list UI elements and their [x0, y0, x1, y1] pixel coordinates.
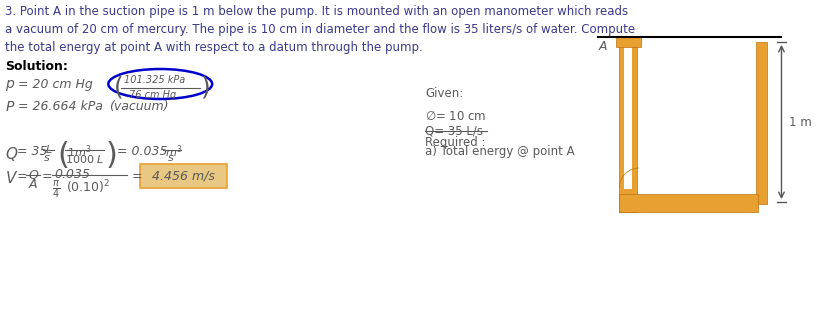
Text: Given:: Given: — [425, 87, 463, 100]
Text: (: ( — [113, 75, 123, 99]
Text: $\mathit{P}$: $\mathit{P}$ — [5, 100, 16, 114]
Text: (: ( — [57, 141, 69, 170]
Text: $\varnothing$= 10 cm: $\varnothing$= 10 cm — [425, 110, 487, 123]
Text: (vacuum): (vacuum) — [109, 100, 168, 113]
Text: =: = — [131, 170, 142, 183]
Text: $Q$: $Q$ — [28, 168, 39, 182]
Text: $L$: $L$ — [45, 143, 52, 155]
Text: a vacuum of 20 cm of mercury. The pipe is 10 cm in diameter and the flow is 35 l: a vacuum of 20 cm of mercury. The pipe i… — [5, 23, 635, 36]
Text: $\mathit{p}$: $\mathit{p}$ — [5, 78, 16, 93]
Text: $1000\ L$: $1000\ L$ — [65, 153, 104, 165]
FancyBboxPatch shape — [624, 41, 632, 189]
Text: $\mathit{Q}$: $\mathit{Q}$ — [5, 145, 18, 163]
Text: ): ) — [201, 75, 211, 99]
Text: 101.325 kPa: 101.325 kPa — [124, 75, 185, 85]
Text: a) Total energy @ point A: a) Total energy @ point A — [425, 145, 575, 158]
FancyBboxPatch shape — [756, 42, 767, 204]
FancyBboxPatch shape — [619, 194, 758, 212]
Text: = 35: = 35 — [17, 145, 47, 158]
Text: $s$: $s$ — [42, 153, 50, 163]
Text: Q= 35 L/s: Q= 35 L/s — [425, 125, 483, 138]
Text: = 26.664 kPa: = 26.664 kPa — [18, 100, 107, 113]
FancyBboxPatch shape — [616, 37, 641, 47]
Text: $m^3$: $m^3$ — [165, 143, 183, 159]
Text: 1 m: 1 m — [789, 115, 812, 128]
Text: Solution:: Solution: — [5, 60, 68, 73]
FancyBboxPatch shape — [140, 164, 227, 188]
Text: Required :: Required : — [425, 136, 486, 149]
Text: $\frac{\pi}{4}$: $\frac{\pi}{4}$ — [52, 178, 60, 200]
Text: =: = — [17, 170, 28, 183]
Text: ): ) — [106, 141, 118, 170]
Text: $1m^3$: $1m^3$ — [67, 143, 92, 159]
Text: $(0.10)^2$: $(0.10)^2$ — [66, 178, 111, 196]
Text: A: A — [598, 41, 607, 54]
Text: = 20 cm Hg: = 20 cm Hg — [18, 78, 92, 91]
Text: $A$: $A$ — [28, 178, 38, 191]
Text: $\mathit{V}$: $\mathit{V}$ — [5, 170, 18, 186]
Text: the total energy at point A with respect to a datum through the pump.: the total energy at point A with respect… — [5, 41, 423, 54]
Text: = 0.035: = 0.035 — [117, 145, 167, 158]
FancyBboxPatch shape — [619, 42, 637, 212]
Text: 4.456 m/s: 4.456 m/s — [152, 170, 215, 183]
Text: $s$: $s$ — [167, 153, 175, 163]
Text: 76 cm Hg: 76 cm Hg — [129, 90, 176, 100]
Text: 0.035: 0.035 — [55, 168, 91, 181]
Text: 3. Point A in the suction pipe is 1 m below the pump. It is mounted with an open: 3. Point A in the suction pipe is 1 m be… — [5, 5, 628, 18]
Text: =: = — [42, 170, 52, 183]
